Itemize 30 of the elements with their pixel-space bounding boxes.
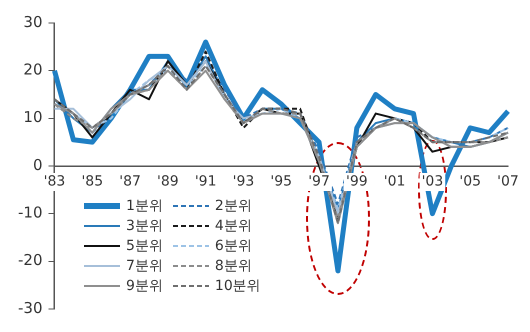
legend-label: 10분위 bbox=[214, 277, 261, 295]
legend-label: 2분위 bbox=[214, 197, 252, 215]
legend-label: 9분위 bbox=[126, 277, 163, 295]
legend-label: 8분위 bbox=[214, 257, 252, 275]
legend-label: 1분위 bbox=[126, 197, 163, 215]
y-tick-label: 0 bbox=[32, 156, 42, 174]
legend-label: 7분위 bbox=[126, 257, 163, 275]
x-tick-label: '99 bbox=[346, 174, 368, 190]
x-tick-label: '03 bbox=[422, 174, 444, 190]
x-tick-label: '89 bbox=[157, 174, 179, 190]
x-tick-label: '05 bbox=[459, 174, 482, 190]
legend-label: 5분위 bbox=[126, 237, 163, 255]
legend-label: 4분위 bbox=[214, 217, 252, 235]
x-tick-label: '87 bbox=[119, 174, 141, 190]
x-tick-label: '93 bbox=[232, 174, 254, 190]
legend-label: 6분위 bbox=[214, 237, 252, 255]
y-tick-label: 30 bbox=[23, 12, 42, 31]
x-tick-label: '07 bbox=[497, 174, 519, 190]
x-tick-label: '95 bbox=[270, 174, 292, 190]
y-tick-label: -10 bbox=[18, 204, 42, 222]
x-tick-label: '85 bbox=[81, 174, 104, 190]
y-tick-label: -30 bbox=[18, 298, 42, 317]
y-tick-label: 20 bbox=[23, 60, 42, 79]
x-tick-label: '83 bbox=[44, 174, 66, 190]
x-tick-label: '97 bbox=[308, 174, 330, 190]
y-tick-label: 10 bbox=[23, 108, 42, 126]
x-tick-label: '91 bbox=[194, 174, 216, 190]
y-tick-label: -20 bbox=[18, 251, 42, 270]
x-tick-label: '01 bbox=[384, 174, 406, 190]
legend-label: 3분위 bbox=[126, 217, 163, 235]
